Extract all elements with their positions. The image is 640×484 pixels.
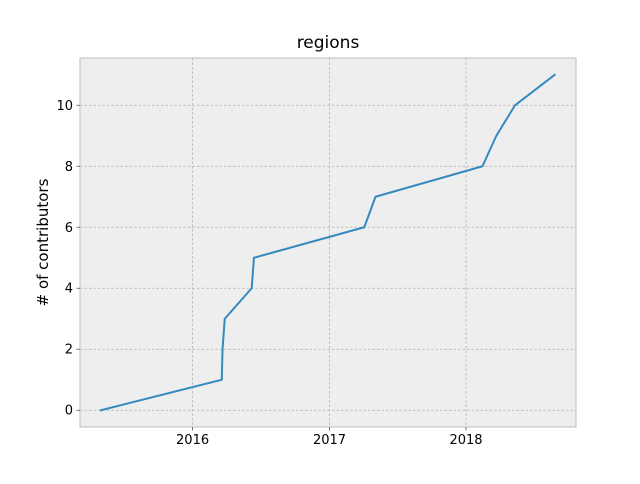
x-ticks: 2016 2017 2018 [176, 427, 483, 448]
y-ticks: 0 2 4 6 8 10 [56, 99, 80, 419]
chart-title: regions [297, 33, 360, 53]
grid-x [192, 58, 467, 427]
x-tick-label: 2017 [313, 433, 346, 448]
y-tick-label: 8 [65, 160, 73, 175]
y-tick-label: 6 [65, 221, 73, 236]
y-tick-label: 10 [56, 99, 73, 114]
y-tick-label: 2 [65, 343, 73, 358]
x-tick-label: 2018 [449, 433, 482, 448]
plot-frame [79, 57, 577, 428]
plot-background [80, 58, 576, 427]
series-line [99, 73, 557, 412]
series-layer [99, 73, 557, 412]
grid-y [80, 104, 576, 411]
y-tick-label: 0 [65, 404, 73, 419]
y-axis-label: # of contributors [34, 178, 52, 306]
y-tick-label: 4 [65, 282, 73, 297]
x-tick-label: 2016 [176, 433, 209, 448]
